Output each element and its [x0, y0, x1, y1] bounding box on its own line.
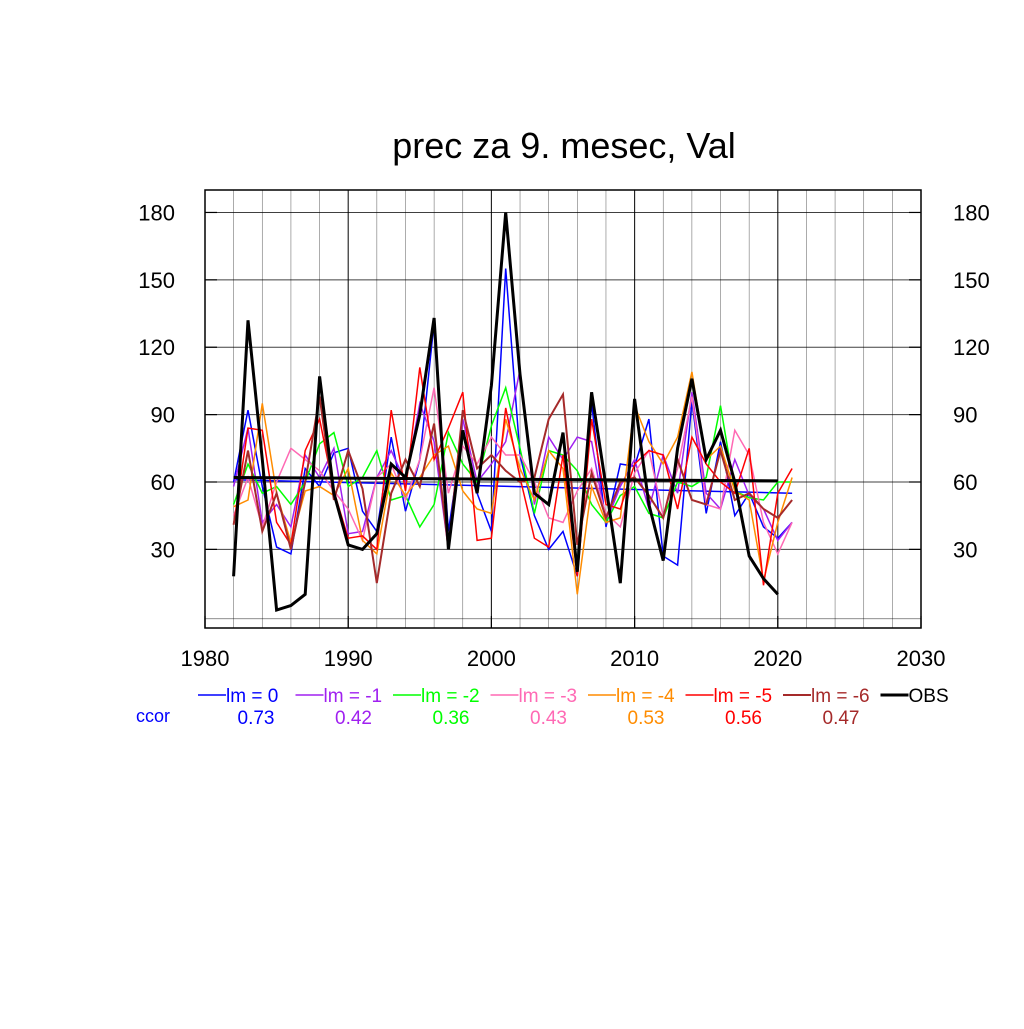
y-tick-label-left: 180 [138, 200, 175, 225]
y-tick-label-left: 120 [138, 335, 175, 360]
y-tick-label-left: 90 [151, 403, 175, 428]
x-tick-label: 2010 [610, 646, 659, 671]
y-tick-label-right: 150 [953, 268, 990, 293]
legend-label: lm = 0 [226, 686, 278, 707]
y-tick-label-right: 30 [953, 537, 977, 562]
legend-label: lm = -1 [324, 686, 383, 707]
ccor-value: 0.73 [238, 708, 275, 729]
ccor-value: 0.56 [725, 708, 762, 729]
legend-label: lm = -4 [616, 686, 675, 707]
y-tick-label-right: 90 [953, 403, 977, 428]
legend-label: lm = -2 [421, 686, 480, 707]
x-tick-label: 1980 [181, 646, 230, 671]
ccor-value: 0.43 [530, 708, 567, 729]
x-tick-label: 2000 [467, 646, 516, 671]
y-tick-label-left: 150 [138, 268, 175, 293]
x-tick-label: 2020 [753, 646, 802, 671]
ccor-label: ccor [136, 706, 170, 726]
legend-label: lm = -3 [519, 686, 578, 707]
x-tick-label: 1990 [324, 646, 373, 671]
ccor-value: 0.53 [628, 708, 665, 729]
y-tick-label-right: 120 [953, 335, 990, 360]
ccor-value: 0.42 [335, 708, 372, 729]
chart-title: prec za 9. mesec, Val [392, 125, 735, 166]
y-tick-label-left: 60 [151, 470, 175, 495]
legend-label: lm = -5 [714, 686, 773, 707]
y-tick-label-right: 180 [953, 200, 990, 225]
ccor-value: 0.36 [433, 708, 470, 729]
y-tick-label-right: 60 [953, 470, 977, 495]
x-tick-label: 2030 [897, 646, 946, 671]
ccor-value: 0.47 [823, 708, 860, 729]
y-tick-label-left: 30 [151, 537, 175, 562]
legend-label: OBS [909, 686, 949, 707]
legend-label: lm = -6 [811, 686, 870, 707]
